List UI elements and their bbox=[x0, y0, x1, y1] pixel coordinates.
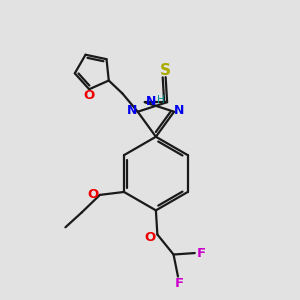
Text: N: N bbox=[174, 104, 184, 117]
Text: O: O bbox=[83, 88, 95, 102]
Text: H: H bbox=[157, 95, 165, 105]
Text: F: F bbox=[197, 247, 206, 260]
Text: N: N bbox=[146, 95, 156, 108]
Text: S: S bbox=[160, 63, 171, 78]
Text: N: N bbox=[127, 104, 138, 117]
Text: F: F bbox=[175, 277, 184, 290]
Text: O: O bbox=[88, 188, 99, 201]
Text: O: O bbox=[144, 231, 156, 244]
